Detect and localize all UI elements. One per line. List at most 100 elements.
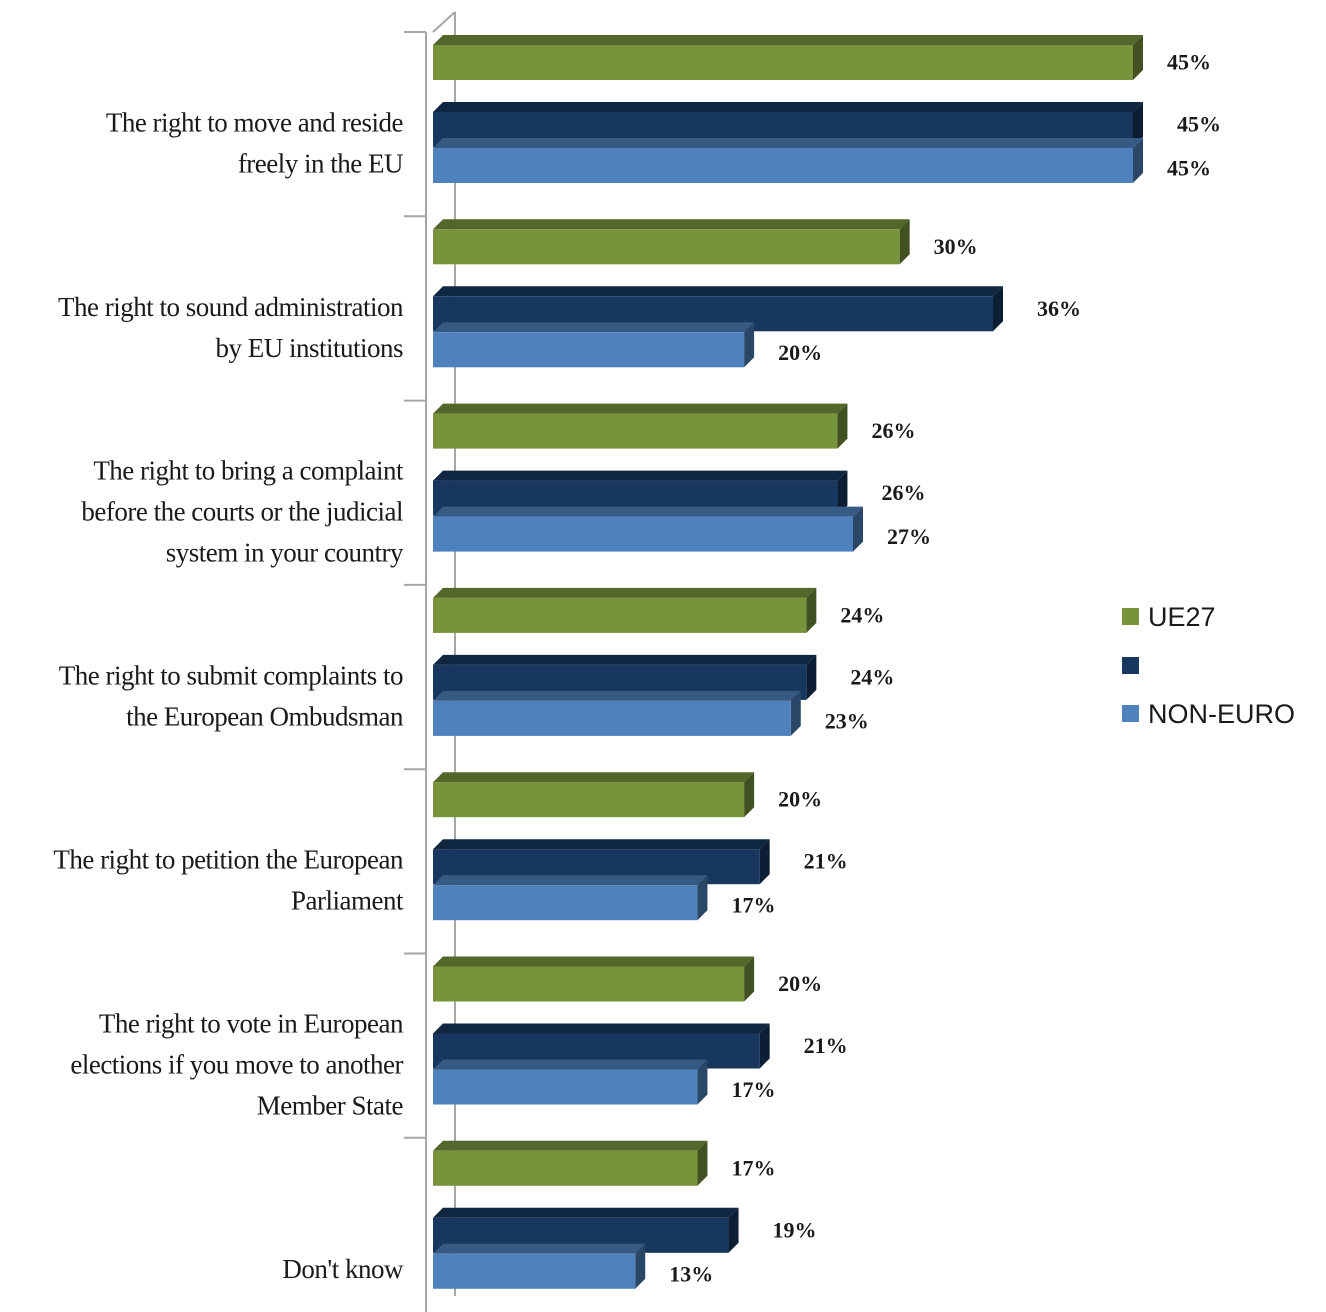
category-label: Don't know <box>282 1254 404 1284</box>
bar-top-face <box>433 1140 708 1151</box>
bar-top-face <box>433 587 817 598</box>
data-label: 36% <box>1037 296 1081 321</box>
data-label: 30% <box>934 234 978 259</box>
data-label: 24% <box>850 664 894 689</box>
category-label: Parliament <box>291 886 404 916</box>
category-label: freely in the EU <box>238 149 403 179</box>
bar-side-face <box>1133 102 1143 147</box>
bar-top-face <box>433 875 708 886</box>
data-label: 45% <box>1167 156 1211 181</box>
legend-swatch <box>1122 608 1139 625</box>
bar-top-face <box>433 839 770 850</box>
bar-top-face <box>433 506 863 517</box>
bar-side-face <box>744 322 755 368</box>
bar-side-face <box>790 690 801 736</box>
axis-wall-top <box>432 11 456 33</box>
bar <box>433 597 807 633</box>
bar-side-face <box>759 839 770 885</box>
data-label: 26% <box>881 480 925 505</box>
bar-side-face <box>728 1207 739 1253</box>
category-label: elections if you move to another <box>70 1050 403 1080</box>
bar <box>433 1253 636 1289</box>
bar <box>433 332 745 368</box>
legend-swatch <box>1122 705 1139 722</box>
bar-side-face <box>837 470 848 516</box>
bar-side-face <box>744 772 755 818</box>
bar-side-face <box>853 506 863 552</box>
bar <box>433 413 838 449</box>
bar-side-face <box>1133 138 1143 183</box>
bar-side-face <box>697 875 708 921</box>
category-label: before the courts or the judicial <box>81 497 403 527</box>
bar <box>433 1150 698 1186</box>
bar-top-face <box>433 219 910 230</box>
bar-side-face <box>899 219 910 265</box>
bar-side-face <box>759 1023 770 1069</box>
bar-side-face <box>806 654 817 700</box>
data-label: 19% <box>773 1217 817 1242</box>
bar-top-face <box>433 772 755 783</box>
bar <box>433 148 1133 183</box>
data-label: 23% <box>825 708 869 733</box>
category-label: by EU institutions <box>215 333 403 363</box>
bar-side-face <box>697 1140 708 1186</box>
bar-side-face <box>635 1243 646 1289</box>
bar <box>433 45 1133 80</box>
bar <box>433 229 900 265</box>
data-label: 26% <box>871 418 915 443</box>
legend-label: NON-EURO <box>1148 699 1295 729</box>
category-label: The right to move and reside <box>106 108 404 138</box>
category-label: system in your country <box>166 538 404 568</box>
bar-top-face <box>433 286 1003 297</box>
data-label: 45% <box>1167 50 1211 75</box>
bar-top-face <box>433 470 848 481</box>
bar-top-face <box>433 690 801 701</box>
bar <box>433 700 791 736</box>
bar-top-face <box>433 403 848 414</box>
bar-side-face <box>837 403 848 449</box>
category-label: The right to submit complaints to <box>59 660 403 690</box>
bar-side-face <box>806 587 817 633</box>
bar-side-face <box>744 956 755 1002</box>
bar-side-face <box>1133 35 1143 80</box>
data-label: 27% <box>887 524 931 549</box>
category-label: The right to petition the European <box>53 845 404 875</box>
bar <box>433 516 853 552</box>
bar-top-face <box>433 654 817 665</box>
bar <box>433 885 698 921</box>
legend-swatch <box>1122 657 1139 674</box>
bar-top-face <box>433 1059 708 1070</box>
data-label: 17% <box>731 1077 775 1102</box>
category-label: The right to bring a complaint <box>93 456 404 486</box>
data-label: 21% <box>804 849 848 874</box>
legend-label: UE27 <box>1148 602 1216 632</box>
data-label: 20% <box>778 340 822 365</box>
bar <box>433 782 745 818</box>
bar-top-face <box>433 138 1143 148</box>
data-label: 21% <box>804 1033 848 1058</box>
data-label: 20% <box>778 787 822 812</box>
bar-top-face <box>433 35 1143 45</box>
category-label: the European Ombudsman <box>126 701 404 731</box>
bar-top-face <box>433 1243 646 1254</box>
category-label: Member State <box>257 1091 404 1121</box>
bar-top-face <box>433 1023 770 1034</box>
bar <box>433 966 745 1002</box>
data-label: 17% <box>731 893 775 918</box>
data-label: 17% <box>731 1155 775 1180</box>
bar-side-face <box>697 1059 708 1105</box>
category-label: The right to sound administration <box>58 292 404 322</box>
bar-side-face <box>993 286 1003 332</box>
bar-top-face <box>433 322 755 333</box>
data-label: 20% <box>778 971 822 996</box>
bar-top-face <box>433 102 1143 112</box>
bar-top-face <box>433 1207 739 1218</box>
data-label: 45% <box>1177 112 1221 137</box>
category-label: The right to vote in European <box>99 1009 404 1039</box>
data-label: 24% <box>840 602 884 627</box>
bar <box>433 1069 698 1105</box>
data-label: 13% <box>669 1261 713 1286</box>
bar-top-face <box>433 956 755 967</box>
